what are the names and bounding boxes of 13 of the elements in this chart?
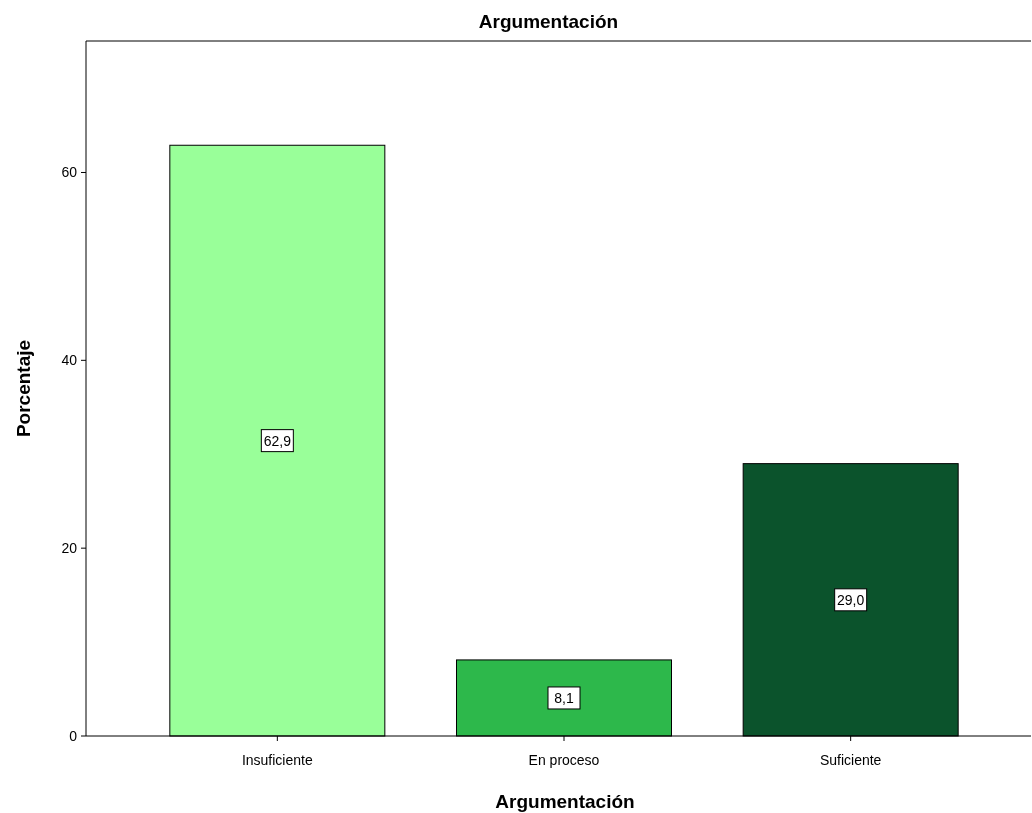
y-tick-label: 0 — [69, 728, 78, 744]
x-tick-label: Suficiente — [819, 752, 882, 768]
data-label: 8,1 — [554, 689, 574, 706]
chart-title: Argumentación — [478, 11, 619, 32]
y-axis-title: Porcentaje — [13, 339, 34, 438]
y-tick-label: 60 — [61, 164, 78, 181]
x-tick-label: En proceso — [528, 752, 600, 768]
data-label: 62,9 — [263, 432, 292, 449]
y-tick-label: 40 — [61, 352, 78, 369]
data-label: 29,0 — [837, 591, 865, 608]
x-tick-label: Insuficiente — [241, 752, 313, 768]
x-axis-title: Argumentación — [495, 791, 635, 812]
y-tick-label: 20 — [61, 540, 78, 557]
